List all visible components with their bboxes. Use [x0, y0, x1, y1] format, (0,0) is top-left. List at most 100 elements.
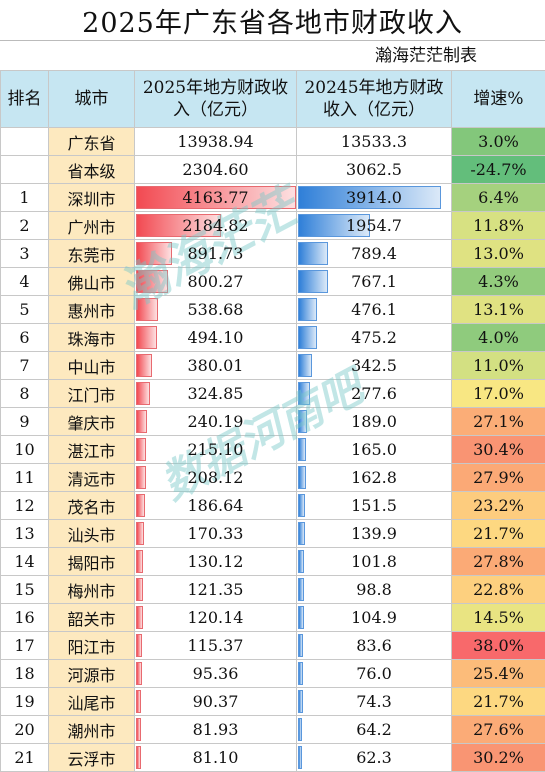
revenue-2024-bar [298, 466, 306, 489]
rank-cell: 5 [1, 296, 49, 324]
revenue-2024-cell: 83.6 [297, 632, 452, 660]
rank-cell: 7 [1, 352, 49, 380]
revenue-2025-bar [136, 634, 142, 657]
revenue-2024-bar [298, 522, 305, 545]
revenue-2024-bar [298, 662, 303, 685]
revenue-2025-value: 494.10 [188, 328, 244, 347]
revenue-2025-value: 208.12 [188, 468, 244, 487]
revenue-2024-value: 74.3 [356, 692, 392, 711]
growth-cell: 13.1% [452, 296, 545, 324]
rank-cell: 6 [1, 324, 49, 352]
growth-cell: 4.0% [452, 324, 545, 352]
revenue-2024-value: 1954.7 [346, 216, 402, 235]
revenue-2025-bar [136, 746, 141, 769]
revenue-2025-cell: 115.37 [135, 632, 297, 660]
revenue-2025-value: 170.33 [188, 524, 244, 543]
revenue-2025-value: 800.27 [188, 272, 244, 291]
revenue-2024-value: 64.2 [356, 720, 392, 739]
revenue-2024-cell: 151.5 [297, 492, 452, 520]
growth-cell: 27.9% [452, 464, 545, 492]
revenue-2024-value: 789.4 [351, 244, 397, 263]
revenue-2025-bar [136, 718, 141, 741]
rank-cell: 2 [1, 212, 49, 240]
city-cell: 河源市 [49, 660, 135, 688]
revenue-2024-bar [298, 578, 304, 601]
growth-cell: 22.8% [452, 576, 545, 604]
growth-cell: 13.0% [452, 240, 545, 268]
revenue-2025-cell: 240.19 [135, 408, 297, 436]
revenue-2024-bar [298, 746, 302, 769]
revenue-2024-cell: 64.2 [297, 716, 452, 744]
growth-cell: 11.0% [452, 352, 545, 380]
revenue-2025-value: 240.19 [188, 412, 244, 431]
revenue-2025-bar [136, 354, 152, 377]
revenue-2024-cell: 139.9 [297, 520, 452, 548]
revenue-2025-cell: 121.35 [135, 576, 297, 604]
revenue-2024-value: 165.0 [351, 440, 397, 459]
revenue-2024-bar [298, 326, 317, 349]
revenue-2024-bar [298, 438, 306, 461]
revenue-2025-cell: 538.68 [135, 296, 297, 324]
revenue-2024-bar [298, 606, 304, 629]
revenue-2024-value: 139.9 [351, 524, 397, 543]
revenue-2024-cell: 767.1 [297, 268, 452, 296]
revenue-2024-bar [298, 718, 302, 741]
revenue-2025-cell: 120.14 [135, 604, 297, 632]
growth-cell: 30.4% [452, 436, 545, 464]
revenue-2024-bar [298, 550, 304, 573]
revenue-2024-bar [298, 354, 312, 377]
city-cell: 揭阳市 [49, 548, 135, 576]
revenue-2025-cell: 81.93 [135, 716, 297, 744]
revenue-2024-cell: 3914.0 [297, 184, 452, 212]
revenue-2025-value: 13938.94 [177, 132, 253, 151]
revenue-2025-bar [136, 382, 150, 405]
header-rank: 排名 [1, 71, 49, 128]
city-cell: 广州市 [49, 212, 135, 240]
rank-cell [1, 128, 49, 156]
header-2025-revenue: 2025年地方财政收入（亿元） [135, 71, 297, 128]
revenue-2025-cell: 891.73 [135, 240, 297, 268]
growth-cell: 38.0% [452, 632, 545, 660]
growth-cell: 3.0% [452, 128, 545, 156]
revenue-2025-value: 2304.60 [182, 160, 248, 179]
city-cell: 中山市 [49, 352, 135, 380]
city-cell: 佛山市 [49, 268, 135, 296]
rank-cell: 9 [1, 408, 49, 436]
table-credit: 瀚海茫茫制表 [375, 44, 477, 68]
growth-cell: 27.1% [452, 408, 545, 436]
revenue-2025-cell: 800.27 [135, 268, 297, 296]
revenue-2025-value: 115.37 [188, 636, 244, 655]
revenue-2024-value: 62.3 [356, 748, 392, 767]
revenue-2024-cell: 277.6 [297, 380, 452, 408]
rank-cell: 4 [1, 268, 49, 296]
revenue-2025-bar [136, 242, 172, 265]
revenue-2024-cell: 76.0 [297, 660, 452, 688]
table-header-row: 排名 城市 2025年地方财政收入（亿元） 20245年地方财政收入（亿元） 增… [1, 71, 545, 128]
rank-cell: 3 [1, 240, 49, 268]
revenue-2024-cell: 101.8 [297, 548, 452, 576]
revenue-2025-cell: 13938.94 [135, 128, 297, 156]
revenue-2025-cell: 324.85 [135, 380, 297, 408]
city-cell: 云浮市 [49, 744, 135, 772]
revenue-2024-cell: 98.8 [297, 576, 452, 604]
revenue-2025-value: 538.68 [188, 300, 244, 319]
rank-cell: 17 [1, 632, 49, 660]
revenue-table: 排名 城市 2025年地方财政收入（亿元） 20245年地方财政收入（亿元） 增… [0, 70, 545, 772]
revenue-2025-cell: 380.01 [135, 352, 297, 380]
rank-cell: 11 [1, 464, 49, 492]
city-cell: 湛江市 [49, 436, 135, 464]
revenue-2024-value: 76.0 [356, 664, 392, 683]
growth-cell: 25.4% [452, 660, 545, 688]
